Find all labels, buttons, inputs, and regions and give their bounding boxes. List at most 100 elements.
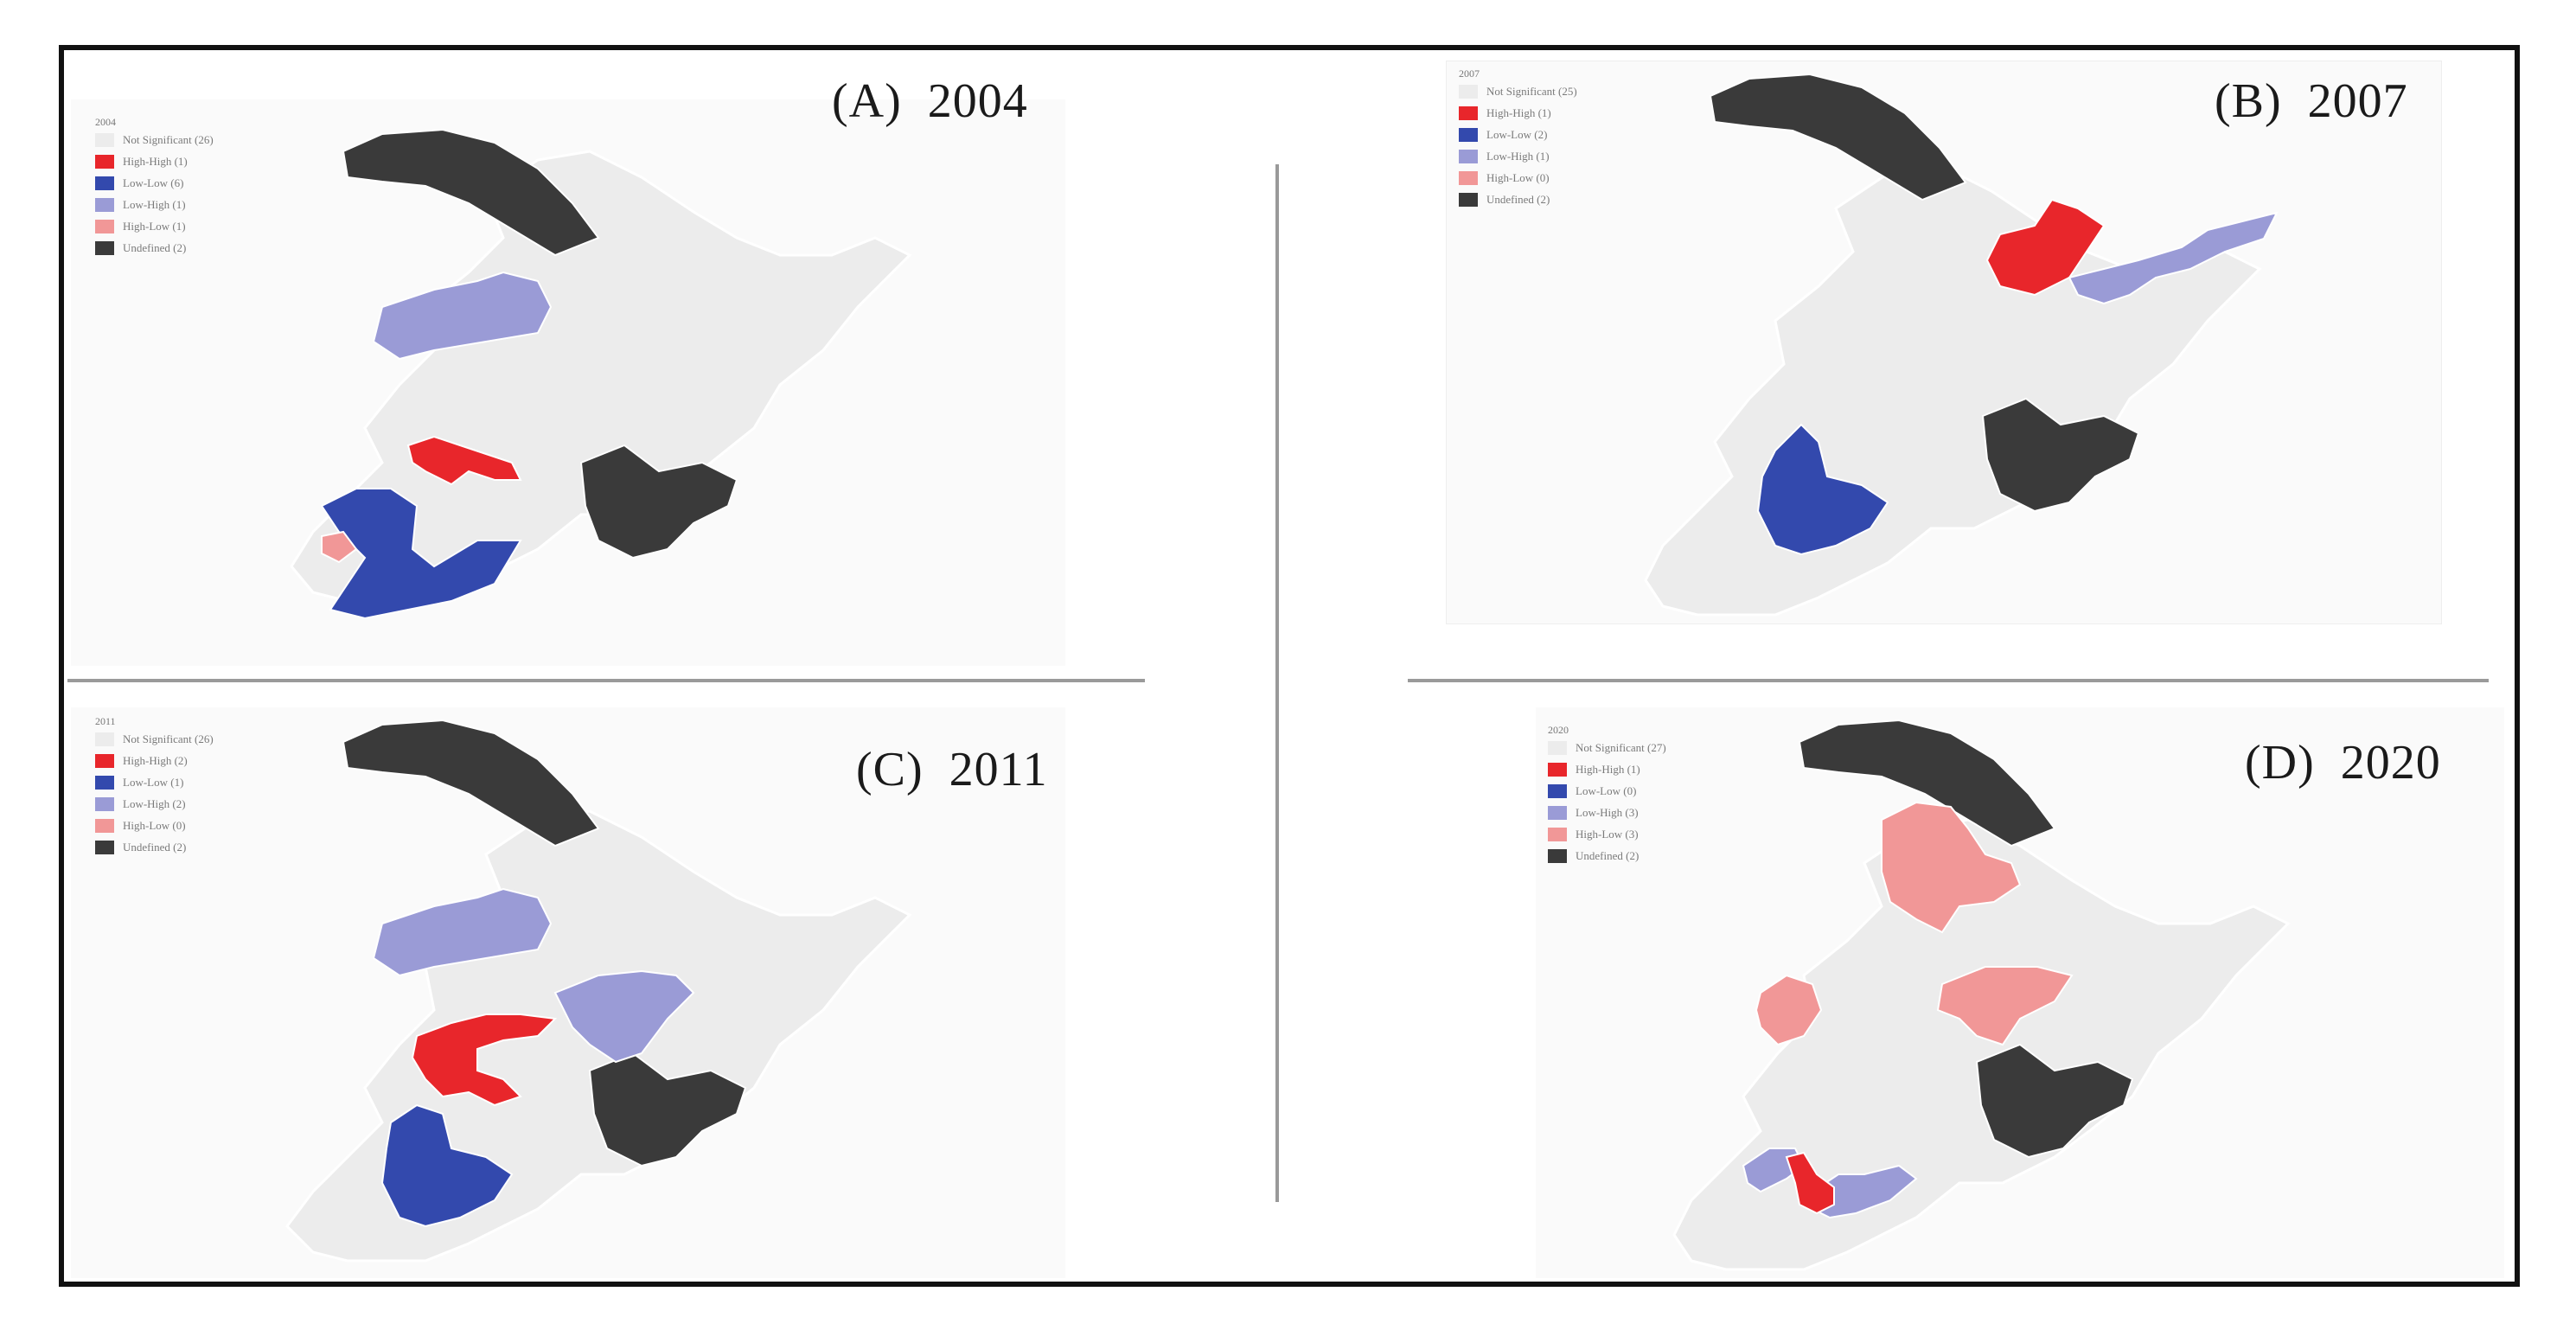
legend-swatch xyxy=(95,219,114,233)
region-undefined xyxy=(342,128,738,559)
legend-item: Low-High (2) xyxy=(95,793,214,815)
legend-item: High-Low (3) xyxy=(1548,823,1666,845)
legend-swatch xyxy=(1459,149,1478,163)
legend-swatch xyxy=(1459,106,1478,120)
legend-swatch xyxy=(95,154,114,169)
legend-swatch xyxy=(1459,192,1478,207)
legend-label: Low-High (1) xyxy=(1486,149,1550,163)
legend-swatch xyxy=(1548,827,1567,841)
legend-year: 2011 xyxy=(95,715,116,727)
panel-title: (A) 2004 xyxy=(832,74,1028,128)
legend-item: Low-Low (6) xyxy=(95,172,214,194)
legend-swatch xyxy=(1459,84,1478,99)
region-low-high xyxy=(372,271,553,361)
legend-swatch xyxy=(95,840,114,854)
legend-swatch xyxy=(95,176,114,190)
legend-item: Low-Low (1) xyxy=(95,771,214,793)
legend-label: Undefined (2) xyxy=(1486,192,1550,206)
legend-swatch xyxy=(1548,740,1567,755)
panel-title: (D) 2020 xyxy=(2245,736,2441,790)
legend-label: Low-High (1) xyxy=(123,197,186,211)
legend-item: Undefined (2) xyxy=(95,836,214,858)
legend-year: 2007 xyxy=(1459,67,1480,80)
legend-label: Low-Low (0) xyxy=(1576,783,1637,797)
map-b xyxy=(1644,73,2279,617)
legend-item: Not Significant (25) xyxy=(1459,80,1577,102)
legend-swatch xyxy=(95,197,114,212)
legend-label: Not Significant (26) xyxy=(123,732,214,745)
legend-item: High-Low (0) xyxy=(1459,167,1577,189)
map-panel-c: 2011 Not Significant (26) High-High (2) … xyxy=(71,707,1065,1278)
legend-item: High-High (1) xyxy=(1459,102,1577,124)
legend-swatch xyxy=(1548,783,1567,798)
legend-label: Low-High (3) xyxy=(1576,805,1639,819)
legend-item: Low-Low (2) xyxy=(1459,124,1577,145)
legend-item: Low-Low (0) xyxy=(1548,780,1666,802)
legend-label: Undefined (2) xyxy=(123,840,187,854)
divider-left xyxy=(67,679,1145,682)
legend-label: High-High (1) xyxy=(1576,762,1640,776)
legend-item: High-High (1) xyxy=(1548,758,1666,780)
legend-item: Undefined (2) xyxy=(95,237,214,259)
legend-label: High-High (1) xyxy=(123,154,188,168)
legend-label: Undefined (2) xyxy=(123,240,187,254)
legend-label: Undefined (2) xyxy=(1576,848,1640,862)
region-not-significant xyxy=(1644,163,2262,617)
legend-label: High-Low (0) xyxy=(1486,170,1550,184)
region-low-high xyxy=(2068,211,2279,305)
map-d xyxy=(1672,719,2291,1271)
map-panel-b: 2007 Not Significant (25) High-High (1) … xyxy=(1446,61,2442,624)
region-high-high xyxy=(1785,1151,1835,1215)
legend-item: Low-High (1) xyxy=(95,194,214,215)
legend-item: High-Low (1) xyxy=(95,215,214,237)
legend-swatch xyxy=(95,753,114,768)
legend-swatch xyxy=(95,796,114,811)
legend-label: Low-Low (2) xyxy=(1486,127,1548,141)
legend-item: High-Low (0) xyxy=(95,815,214,836)
legend-swatch xyxy=(95,732,114,746)
legend-swatch xyxy=(95,818,114,833)
legend-label: High-High (2) xyxy=(123,753,188,767)
legend-item: Undefined (2) xyxy=(1459,189,1577,210)
legend-item: Not Significant (27) xyxy=(1548,737,1666,758)
region-high-high xyxy=(406,435,522,486)
legend-label: Not Significant (27) xyxy=(1576,740,1666,754)
map-a xyxy=(290,128,912,620)
legend-year: 2020 xyxy=(1548,724,1569,736)
legend-label: High-High (1) xyxy=(1486,106,1551,119)
panel-title: (C) 2011 xyxy=(856,743,1048,796)
legend-swatch xyxy=(95,132,114,147)
region-undefined xyxy=(1798,719,2134,1159)
divider-right xyxy=(1408,679,2489,682)
region-high-low xyxy=(1755,801,2074,1046)
region-high-high xyxy=(1985,198,2106,297)
legend-item: High-High (1) xyxy=(95,150,214,172)
region-high-low xyxy=(321,530,358,564)
divider-vertical xyxy=(1275,164,1279,1202)
region-low-high xyxy=(372,887,695,1064)
legend-label: Not Significant (25) xyxy=(1486,84,1577,98)
map-panel-a: 2004 Not Significant (26) High-High (1) … xyxy=(71,74,1065,666)
legend-item: Not Significant (26) xyxy=(95,728,214,750)
map-panel-d: 2020 Not Significant (27) High-High (1) … xyxy=(1536,707,2504,1278)
legend-d: 2020 Not Significant (27) High-High (1) … xyxy=(1548,723,1666,866)
legend-label: Low-Low (6) xyxy=(123,176,184,189)
legend-label: High-Low (1) xyxy=(123,219,186,233)
panel-title: (B) 2007 xyxy=(2215,74,2408,128)
legend-label: High-Low (0) xyxy=(123,818,186,832)
region-high-high xyxy=(411,1013,558,1107)
legend-label: Low-High (2) xyxy=(123,796,186,810)
legend-item: High-High (2) xyxy=(95,750,214,771)
legend-item: Undefined (2) xyxy=(1548,845,1666,866)
map-c xyxy=(285,719,912,1263)
legend-label: High-Low (3) xyxy=(1576,827,1639,841)
legend-label: Not Significant (26) xyxy=(123,132,214,146)
legend-swatch xyxy=(1459,170,1478,185)
legend-swatch xyxy=(1548,848,1567,863)
legend-a: 2004 Not Significant (26) High-High (1) … xyxy=(95,115,214,259)
legend-label: Low-Low (1) xyxy=(123,775,184,789)
legend-swatch xyxy=(1548,805,1567,820)
legend-item: Not Significant (26) xyxy=(95,129,214,150)
region-low-low xyxy=(1756,423,1889,556)
legend-year: 2004 xyxy=(95,116,116,128)
